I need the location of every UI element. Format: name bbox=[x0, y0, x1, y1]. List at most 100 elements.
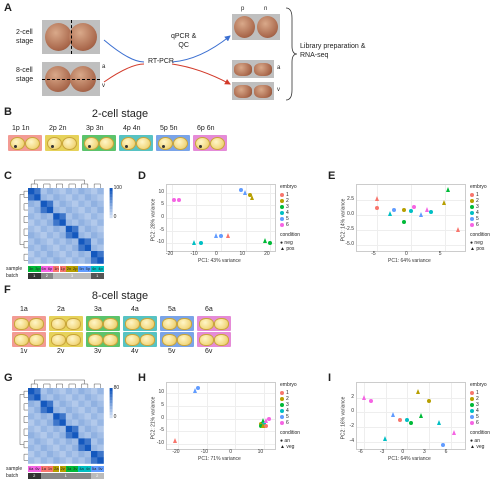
legend-text: 4 bbox=[286, 210, 289, 216]
grid-h bbox=[167, 443, 275, 445]
point-triangle bbox=[225, 232, 230, 238]
legend-text: 4 bbox=[286, 408, 289, 414]
bottom-half-label: 5v bbox=[168, 348, 176, 355]
legend-item: 3 bbox=[470, 204, 479, 211]
legend-text: 1 bbox=[476, 192, 479, 198]
rtpcr-label: RT-PCR bbox=[148, 58, 174, 65]
point-circle bbox=[219, 233, 223, 238]
legend-swatch bbox=[280, 414, 284, 419]
y-tick: -10 bbox=[156, 439, 164, 446]
condition-item: ▲ veg bbox=[280, 444, 294, 451]
cell bbox=[140, 334, 155, 346]
y-tick: -4 bbox=[349, 437, 354, 444]
panel-c-label: C bbox=[4, 170, 12, 182]
grid-h bbox=[167, 393, 275, 395]
scale-top: 100 bbox=[113, 185, 122, 191]
label-n: n bbox=[264, 6, 268, 12]
condition-symbol: ▲ bbox=[470, 246, 477, 252]
x-tick: 6 bbox=[444, 449, 448, 455]
condition-symbol: ▲ bbox=[280, 246, 287, 252]
legend-text: 2 bbox=[476, 198, 479, 204]
point-circle bbox=[429, 210, 434, 214]
legend-text: 1 bbox=[476, 390, 479, 396]
legend-text: 6 bbox=[476, 420, 479, 426]
embryo-pair-box bbox=[8, 135, 42, 151]
polar-body-dot bbox=[14, 145, 17, 148]
cell bbox=[125, 318, 140, 330]
point-triangle bbox=[442, 200, 447, 205]
point-triangle bbox=[374, 196, 379, 202]
sample-tag: 2p bbox=[72, 265, 79, 272]
y-tick: 0 bbox=[351, 408, 354, 415]
cell bbox=[14, 318, 29, 330]
legend-item: 1 bbox=[280, 192, 289, 199]
legend-text: 1 bbox=[286, 390, 289, 396]
point-triangle bbox=[455, 227, 460, 232]
point-circle bbox=[441, 443, 446, 448]
sample-tag: 3a bbox=[65, 465, 73, 472]
y-tick: 0 bbox=[161, 214, 164, 220]
legend-item: 5 bbox=[470, 414, 479, 421]
vegetal-pair-box bbox=[12, 332, 46, 347]
batch-tag: 2 bbox=[28, 472, 41, 479]
pair-label: 5p 5n bbox=[160, 125, 178, 132]
legend-swatch bbox=[470, 198, 474, 203]
point-triangle bbox=[388, 210, 393, 216]
legend-item: 4 bbox=[470, 408, 479, 415]
x-tick: 0 bbox=[401, 449, 405, 455]
legend-item: 2 bbox=[470, 396, 479, 403]
condition-symbol: ▲ bbox=[280, 444, 287, 450]
cell bbox=[103, 334, 118, 346]
y-tick: 2 bbox=[351, 393, 354, 400]
cell bbox=[214, 318, 229, 330]
scale-bottom: 0 bbox=[113, 414, 117, 420]
polar-body-dot bbox=[88, 145, 91, 148]
cell bbox=[51, 334, 66, 346]
cell bbox=[66, 318, 81, 330]
legend-swatch bbox=[280, 396, 284, 401]
condition-symbol: ● bbox=[280, 438, 285, 444]
correlation-heatmap-8cell: 80 0 sample 6a 6v 1a 1v 2a 2v 3a 3v 4a 4v 5a 5v batch 2 1… bbox=[6, 376, 126, 479]
sample-tag: 3v bbox=[72, 465, 79, 472]
embryo-pair-box bbox=[193, 135, 227, 151]
grid-h bbox=[357, 441, 465, 443]
legend-text: 5 bbox=[476, 414, 479, 420]
batch-tag: 2 bbox=[40, 272, 54, 279]
legend-text: 4 bbox=[476, 210, 479, 216]
point-triangle bbox=[263, 418, 268, 424]
condition-symbol: ● bbox=[470, 240, 475, 246]
legend-swatch bbox=[280, 402, 284, 407]
two-cell-stage-title: 2-cell stage bbox=[91, 108, 149, 120]
sample-row-label: sample bbox=[6, 465, 23, 472]
legend-item: 6 bbox=[470, 222, 479, 229]
legend-item: 5 bbox=[280, 414, 289, 421]
cell-p bbox=[158, 137, 173, 150]
legend-text: 5 bbox=[286, 216, 289, 222]
panel-i-label: I bbox=[328, 372, 332, 384]
point-circle bbox=[409, 421, 413, 426]
batch-tag: 3 bbox=[53, 272, 91, 279]
grid-h bbox=[167, 418, 275, 420]
grid-h bbox=[167, 243, 275, 245]
condition-title: condition bbox=[280, 430, 301, 436]
x-tick: 3 bbox=[423, 449, 426, 455]
bottom-half-label: 6v bbox=[205, 348, 213, 355]
x-axis-label: PC1: 71% variance bbox=[198, 456, 241, 462]
y-axis-label: PC2: 21% variance bbox=[150, 396, 157, 440]
sample-tag: 6v bbox=[34, 465, 41, 472]
condition-item: ▲ pos bbox=[470, 246, 484, 253]
grid-h bbox=[167, 431, 275, 433]
legend-item: 3 bbox=[470, 402, 479, 409]
embryo-pair-box bbox=[82, 135, 116, 151]
condition-text: neg bbox=[474, 240, 483, 246]
cell-p bbox=[10, 137, 25, 150]
cell bbox=[103, 318, 118, 330]
condition-item: ● neg bbox=[280, 240, 293, 247]
legend-swatch bbox=[470, 222, 474, 227]
animal-half-image bbox=[232, 60, 274, 78]
x-axis-label: PC1: 64% variance bbox=[388, 456, 431, 462]
point-triangle bbox=[437, 420, 442, 426]
pca-plot-2cell-d: -20 -10 0 10 20 10 5 0 -5 -10 PC1: 43% variance PC2… bbox=[150, 180, 320, 270]
y-tick: -5 bbox=[159, 226, 164, 233]
legend-item: 6 bbox=[280, 222, 289, 229]
